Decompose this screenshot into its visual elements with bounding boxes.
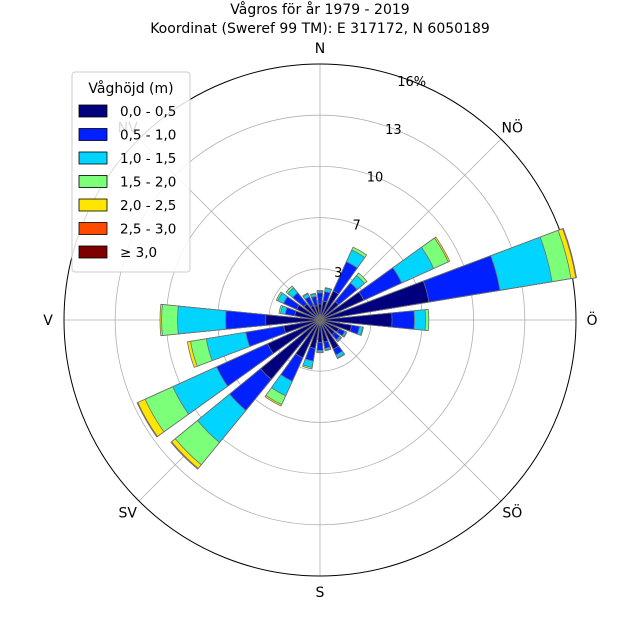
legend-title: Våghöjd (m) <box>88 80 173 97</box>
rose-sector-bin <box>309 319 321 349</box>
rose-sector-bin <box>303 303 321 321</box>
direction-label: V <box>43 313 53 329</box>
rose-sector-bin <box>317 319 323 343</box>
chart-title: Vågros för år 1979 - 2019 <box>230 1 409 18</box>
radial-tick-label: 13 <box>385 123 402 138</box>
rose-sector-bin <box>319 312 393 328</box>
rose-sector-bin <box>319 300 328 321</box>
rose-sector-bin <box>283 319 321 334</box>
rose-sector-bin <box>319 319 329 343</box>
radial-tick-label: 3 <box>334 266 342 281</box>
legend-swatch <box>78 151 108 165</box>
legend-swatch <box>78 198 108 212</box>
legend-entry-label: 0,5 - 1,0 <box>120 128 176 144</box>
rose-sector-bin <box>319 291 365 321</box>
direction-label: Ö <box>586 311 597 329</box>
radial-tick-label: 10 <box>367 171 384 186</box>
rose-sector-bin <box>295 319 321 359</box>
legend-entry-label: 2,5 - 3,0 <box>120 222 176 238</box>
rose-sector-bin <box>319 290 340 321</box>
radial-tick-label: 7 <box>353 218 361 233</box>
rose-sector-bin <box>319 300 340 321</box>
rose-sector-bin <box>317 303 323 321</box>
polar-frame <box>63 63 577 577</box>
direction-label: SÖ <box>502 503 522 521</box>
rose-sector-bin <box>319 319 340 333</box>
legend: Våghöjd (m) 0,0 - 0,5 0,5 - 1,0 1,0 - 1,5 1,… <box>71 71 191 273</box>
legend-swatch <box>78 222 108 235</box>
rose-sector-bin <box>260 319 321 380</box>
legend-entry-label: 2,0 - 2,5 <box>120 198 176 214</box>
legend-swatch <box>78 245 108 259</box>
direction-label: S <box>316 585 325 601</box>
chart-subtitle: Koordinat (Sweref 99 TM): E 317172, N 60… <box>150 21 490 37</box>
rose-sector-bin <box>310 304 321 321</box>
rose-sector-bin <box>319 280 430 321</box>
rose-sector-bin <box>267 319 321 355</box>
legend-box <box>71 71 191 273</box>
direction-label: NÖ <box>502 119 524 137</box>
legend-entry-label: 0,0 - 0,5 <box>120 104 176 120</box>
legend-swatch <box>78 128 108 141</box>
rose-sector-bin <box>294 310 321 321</box>
rose-sector-bin <box>319 319 336 336</box>
grid-spoke <box>319 319 502 502</box>
legend-swatch <box>78 104 108 118</box>
rose-sector-bin <box>319 319 340 350</box>
rose-sector-bin <box>265 314 321 326</box>
legend-entry-label: ≥ 3,0 <box>120 245 157 261</box>
direction-label: SV <box>118 505 137 521</box>
rose-sector-bin <box>314 305 321 321</box>
legend-swatch <box>78 175 108 188</box>
legend-entry-label: 1,5 - 2,0 <box>120 175 176 191</box>
radial-tick-label: 16% <box>397 75 426 90</box>
rose-sector-bin <box>296 304 321 321</box>
direction-label: N <box>315 41 325 57</box>
rose-sectors <box>136 227 577 470</box>
legend-entry-label: 1,0 - 1,5 <box>120 151 176 167</box>
rose-sector-bin <box>319 319 353 332</box>
